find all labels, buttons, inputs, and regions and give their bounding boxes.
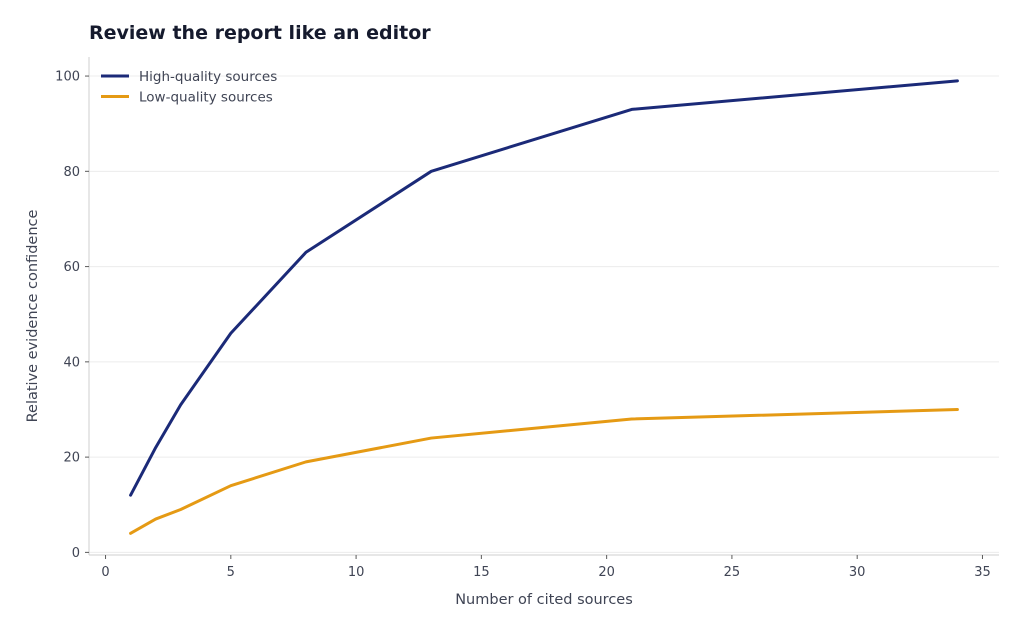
x-tick-label: 30 [849,565,866,580]
x-tick-label: 20 [598,565,615,580]
y-tick-label: 0 [72,546,80,561]
axes: 0 20 40 60 80 100 0 5 10 15 20 25 30 35 [55,57,999,580]
chart-title: Review the report like an editor [89,22,431,44]
x-tick-label: 5 [227,565,235,580]
x-tick-label: 10 [348,565,365,580]
series-layer [129,79,959,535]
y-tick-label: 60 [63,260,80,275]
x-tick-label: 15 [473,565,490,580]
series-line-2 [129,407,959,535]
x-tick-label: 35 [974,565,991,580]
legend-label-1: High-quality sources [139,69,277,85]
legend: High-quality sources Low-quality sources [101,69,277,106]
series-line-1 [129,79,959,497]
x-tick-label: 0 [101,565,109,580]
grid-lines [89,75,999,553]
y-tick-label: 80 [63,165,80,180]
legend-label-2: Low-quality sources [139,90,273,106]
x-tick-label: 25 [724,565,741,580]
x-axis-title: Number of cited sources [455,592,633,608]
y-axis-title: Relative evidence confidence [25,210,41,423]
y-tick-label: 40 [63,355,80,370]
y-tick-label: 100 [55,70,80,85]
y-tick-label: 20 [63,451,80,466]
